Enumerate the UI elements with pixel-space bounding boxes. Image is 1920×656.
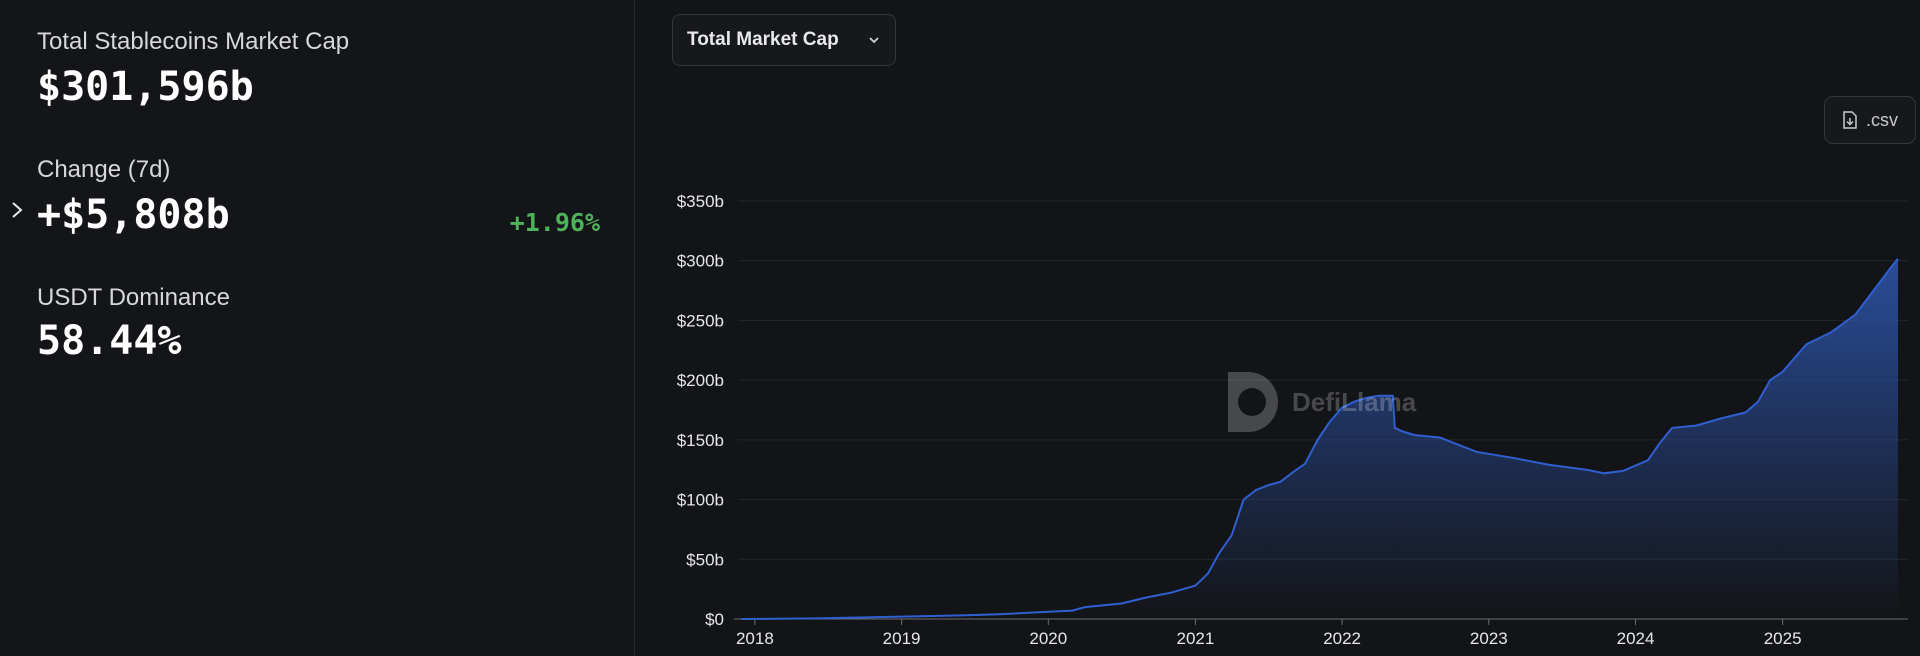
x-tick-label: 2022 [1323,629,1361,648]
x-tick-label: 2018 [736,629,774,648]
watermark-text: DefiLlama [1292,386,1417,417]
x-tick-label: 2019 [883,629,921,648]
stats-panel: Total Stablecoins Market Cap $301,596b C… [0,0,635,656]
chevron-right-icon[interactable] [11,200,23,220]
download-csv-button[interactable]: .csv [1824,96,1916,144]
x-tick-label: 2025 [1764,629,1802,648]
change-7d-value: +$5,808b [37,192,230,238]
csv-label: .csv [1865,109,1898,130]
x-tick-label: 2020 [1029,629,1067,648]
usdt-dominance-label: USDT Dominance [37,284,230,311]
usdt-dominance-value: 58.44% [37,318,182,364]
metric-dropdown[interactable]: Total Market Cap [672,14,896,66]
y-tick-label: $300b [677,252,724,271]
y-tick-label: $0 [705,610,724,629]
chevron-down-icon [869,37,879,44]
y-tick-label: $50b [686,550,724,569]
x-tick-label: 2023 [1470,629,1508,648]
market-cap-chart: $0 $50b $100b $150b $200b $250b $300b $350b 2018… [677,192,1908,648]
llama-logo-icon [1228,372,1278,432]
change-7d-percent: +1.96% [509,208,600,237]
y-tick-label: $100b [677,491,724,510]
total-market-cap-value: $301,596b [37,64,254,110]
y-tick-label: $200b [677,371,724,390]
download-file-icon [1843,111,1857,129]
metric-dropdown-label: Total Market Cap [687,29,839,50]
defillama-watermark: DefiLlama [1226,370,1416,434]
x-tick-label: 2024 [1617,629,1655,648]
y-tick-label: $350b [677,192,724,211]
y-tick-label: $150b [677,431,724,450]
chart-panel: $0 $50b $100b $150b $200b $250b $300b $350b 2018… [636,0,1920,656]
change-7d-label: Change (7d) [37,156,171,183]
series-area [741,258,1899,619]
total-market-cap-label: Total Stablecoins Market Cap [37,28,350,55]
series-line [741,258,1899,620]
x-tick-label: 2021 [1176,629,1214,648]
y-tick-label: $250b [677,311,724,330]
